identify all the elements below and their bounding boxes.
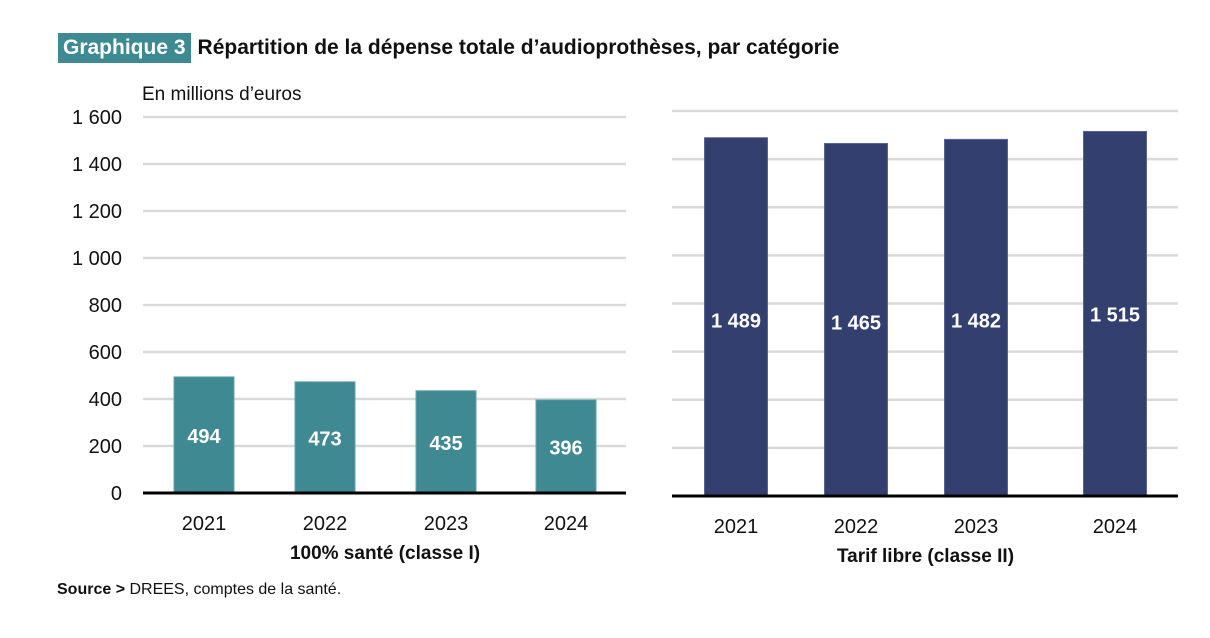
bar: [535, 399, 597, 494]
x-tick-label: 2024: [1093, 516, 1138, 538]
x-tick-label: 2023: [954, 516, 999, 538]
y-tick-label: 200: [89, 436, 122, 458]
data-label: 1 465: [831, 313, 881, 335]
y-tick-label: 600: [89, 342, 122, 364]
data-label: 494: [187, 426, 221, 448]
x-tick-label: 2021: [714, 516, 759, 538]
x-axis-title: 100% santé (classe I): [290, 543, 480, 564]
x-tick-label: 2023: [424, 513, 469, 535]
data-label: 1 482: [951, 311, 1001, 333]
y-tick-label: 0: [111, 483, 122, 505]
y-tick-label: 1 600: [72, 107, 122, 129]
source-prefix: Source >: [57, 581, 126, 598]
unit-label: En millions d’euros: [142, 84, 302, 105]
chart-header: Graphique 3 Répartition de la dépense to…: [58, 33, 839, 63]
x-tick-label: 2022: [303, 513, 348, 535]
x-tick-label: 2024: [544, 513, 589, 535]
figure-badge: Graphique 3: [58, 33, 191, 63]
bar: [1083, 130, 1147, 497]
source-text: DREES, comptes de la santé.: [125, 581, 342, 598]
y-tick-label: 1 000: [72, 248, 122, 270]
source-note: Source > DREES, comptes de la santé.: [57, 581, 341, 599]
data-label: 1 489: [711, 311, 761, 333]
y-tick-label: 400: [89, 389, 122, 411]
y-tick-label: 1 200: [72, 201, 122, 223]
data-label: 473: [308, 428, 341, 450]
bar: [824, 142, 888, 497]
y-tick-label: 1 400: [72, 154, 122, 176]
data-label: 396: [549, 437, 582, 459]
x-tick-label: 2022: [834, 516, 879, 538]
bar: [704, 137, 768, 497]
data-label: 1 515: [1090, 305, 1140, 327]
chart-title: Répartition de la dépense totale d’audio…: [197, 36, 840, 59]
x-tick-label: 2021: [182, 513, 227, 535]
y-tick-label: 800: [89, 295, 122, 317]
bar: [944, 138, 1008, 497]
x-axis-title: Tarif libre (classe II): [837, 546, 1014, 567]
data-label: 435: [429, 433, 462, 455]
